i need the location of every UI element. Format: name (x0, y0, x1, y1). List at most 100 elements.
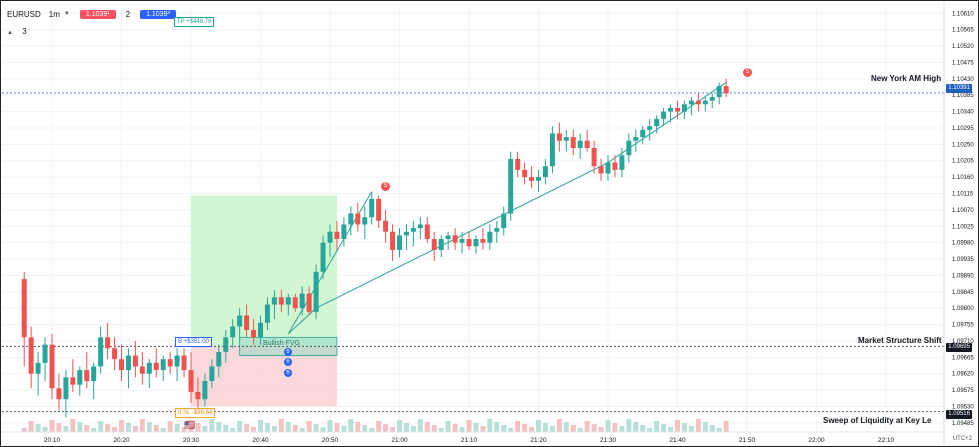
candle[interactable] (466, 239, 472, 247)
candle[interactable] (362, 217, 368, 225)
candle[interactable] (702, 100, 708, 105)
candle[interactable] (348, 213, 354, 225)
candle[interactable] (341, 224, 347, 240)
candle[interactable] (223, 337, 229, 352)
candle[interactable] (403, 231, 409, 236)
sell-button[interactable]: 1.1039¹ (79, 9, 116, 19)
candle[interactable] (105, 337, 111, 349)
candle[interactable] (598, 166, 604, 174)
candle[interactable] (28, 337, 34, 374)
candle[interactable] (542, 166, 548, 178)
candle[interactable] (299, 293, 305, 309)
candle[interactable] (695, 100, 701, 105)
take-profit-zone[interactable] (191, 195, 337, 347)
candle[interactable] (591, 148, 597, 167)
us-flag-icon[interactable]: 🇺🇸 (184, 420, 196, 430)
candle[interactable] (570, 137, 576, 148)
candle[interactable] (230, 326, 236, 338)
candle[interactable] (688, 100, 694, 105)
candle[interactable] (91, 366, 97, 382)
candle[interactable] (42, 344, 48, 363)
stop-loss-zone[interactable] (191, 346, 337, 407)
candle[interactable] (556, 133, 562, 141)
candle[interactable] (112, 348, 118, 360)
candle[interactable] (139, 366, 145, 374)
candle[interactable] (306, 293, 312, 312)
candle[interactable] (452, 235, 458, 243)
candle[interactable] (716, 86, 722, 98)
candle[interactable] (98, 337, 104, 367)
candle[interactable] (237, 315, 243, 327)
buy-signal-marker[interactable]: B (284, 369, 292, 377)
sell-signal-marker[interactable]: S (743, 68, 752, 77)
candle[interactable] (584, 140, 590, 148)
candle[interactable] (77, 370, 83, 385)
buy-signal-marker[interactable]: B (284, 348, 292, 356)
candle[interactable] (515, 158, 521, 170)
candle[interactable] (723, 86, 729, 94)
candle[interactable] (473, 239, 479, 247)
candle[interactable] (292, 297, 298, 309)
candle[interactable] (327, 231, 333, 243)
candle[interactable] (21, 279, 27, 338)
candle[interactable] (522, 169, 528, 178)
candle[interactable] (494, 228, 500, 232)
candle[interactable] (35, 362, 41, 374)
candle[interactable] (536, 177, 541, 181)
candle[interactable] (125, 355, 131, 371)
candle[interactable] (709, 97, 715, 101)
candle[interactable] (668, 107, 674, 112)
candle[interactable] (681, 104, 687, 112)
candle[interactable] (577, 140, 583, 148)
candle[interactable] (209, 366, 215, 382)
candle[interactable] (487, 231, 493, 243)
candle[interactable] (654, 118, 660, 127)
buy-position-chip[interactable]: B +$351.00 (175, 337, 212, 347)
stop-loss-chip[interactable]: 0 SL -$99.64 (175, 408, 216, 418)
candle[interactable] (459, 239, 465, 243)
candle[interactable] (174, 355, 180, 367)
candle[interactable] (258, 322, 263, 338)
chevron-up-icon[interactable]: ▲ (7, 30, 13, 36)
candle[interactable] (397, 235, 402, 250)
take-profit-chip[interactable]: TP +$448.76 (174, 17, 215, 27)
candle[interactable] (63, 377, 69, 400)
candle[interactable] (146, 362, 152, 374)
candle[interactable] (251, 330, 257, 338)
candle[interactable] (376, 198, 382, 221)
buy-button[interactable]: 1.1039³ (140, 9, 176, 19)
candle[interactable] (181, 355, 187, 371)
chevron-down-icon[interactable]: ▼ (63, 11, 70, 17)
candle[interactable] (56, 388, 62, 400)
trend-line[interactable] (287, 82, 727, 335)
candle[interactable] (320, 242, 326, 272)
candle[interactable] (383, 220, 389, 232)
candle[interactable] (563, 137, 569, 141)
candle[interactable] (619, 155, 625, 170)
candle[interactable] (244, 315, 250, 331)
candle[interactable] (355, 213, 361, 225)
candle[interactable] (202, 381, 208, 400)
indicator-count[interactable]: 3 (22, 27, 27, 36)
sell-signal-marker[interactable]: S (381, 182, 390, 191)
candle[interactable] (188, 370, 194, 392)
candle[interactable] (626, 140, 632, 156)
candle[interactable] (633, 137, 639, 141)
candle[interactable] (445, 235, 451, 240)
candle[interactable] (119, 359, 124, 371)
candle[interactable] (661, 111, 667, 119)
candle[interactable] (70, 377, 76, 385)
candle[interactable] (480, 239, 486, 243)
candle[interactable] (549, 133, 555, 167)
candle[interactable] (431, 239, 437, 250)
buy-signal-marker[interactable]: B (284, 358, 292, 366)
timezone-label[interactable]: UTC+2 (952, 436, 972, 442)
candle[interactable] (508, 158, 514, 214)
candle[interactable] (271, 297, 277, 305)
candle[interactable] (369, 198, 375, 218)
candle[interactable] (647, 126, 653, 130)
candle[interactable] (278, 297, 284, 305)
candle[interactable] (84, 370, 90, 382)
candle[interactable] (424, 224, 430, 240)
